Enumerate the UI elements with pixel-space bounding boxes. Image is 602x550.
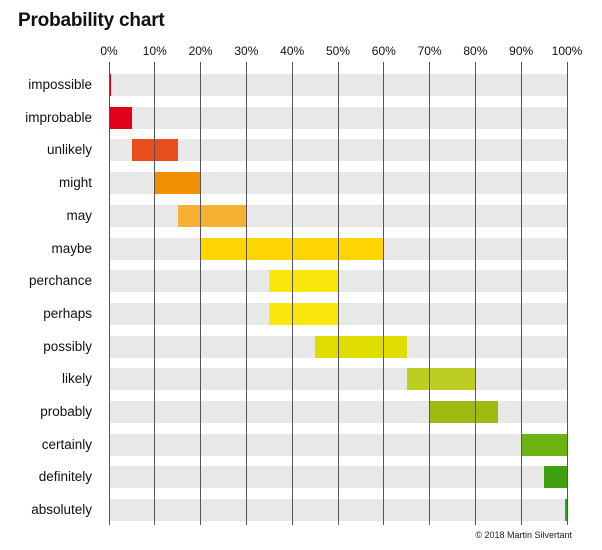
- category-label: likely: [61, 371, 92, 387]
- gridline: [566, 62, 568, 525]
- category-label: absolutely: [31, 502, 92, 518]
- category-label: might: [58, 175, 92, 191]
- x-tick-label: 40%: [280, 44, 305, 58]
- copyright-credit: © 2018 Martin Silvertant: [475, 530, 572, 540]
- category-label: perhaps: [43, 305, 92, 321]
- range-bar-likely: [406, 368, 476, 391]
- category-label: certainly: [41, 436, 92, 452]
- x-tick-label: 60%: [371, 44, 396, 58]
- range-bar-impossible: [109, 74, 112, 96]
- x-tick-label: 30%: [234, 44, 259, 58]
- gridline: [108, 62, 110, 525]
- gridline: [245, 62, 247, 525]
- chart-title: Probability chart: [18, 10, 165, 31]
- x-tick-label: 0%: [100, 44, 118, 58]
- category-label: may: [66, 207, 92, 223]
- range-bar-certainly: [521, 433, 567, 456]
- category-label: definitely: [38, 469, 92, 485]
- x-tick-label: 10%: [142, 44, 167, 58]
- category-label: maybe: [51, 240, 92, 256]
- category-label: perchance: [28, 273, 92, 289]
- category-label: improbable: [25, 109, 92, 125]
- x-tick-label: 90%: [509, 44, 534, 58]
- gridline: [520, 62, 522, 525]
- gridline: [200, 62, 202, 525]
- gridline: [383, 62, 385, 525]
- x-tick-label: 20%: [188, 44, 213, 58]
- category-label: impossible: [28, 77, 92, 92]
- range-bar-perchance: [269, 270, 338, 293]
- gridline: [429, 62, 431, 525]
- category-label: unlikely: [46, 142, 92, 158]
- range-bar-might: [154, 172, 201, 195]
- gridline: [337, 62, 339, 525]
- gridline: [154, 62, 156, 525]
- category-label: possibly: [43, 338, 92, 354]
- range-bar-absolutely: [564, 499, 567, 522]
- range-bar-possibly: [315, 335, 407, 358]
- x-tick-label: 50%: [325, 44, 351, 58]
- range-bar-definitely: [544, 466, 567, 489]
- x-tick-label: 80%: [463, 44, 488, 58]
- category-label: probably: [40, 404, 92, 419]
- gridline: [291, 62, 293, 525]
- range-bar-perhaps: [269, 302, 338, 325]
- range-bar-may: [177, 204, 247, 227]
- gridline: [474, 62, 476, 525]
- x-tick-label: 70%: [417, 44, 442, 58]
- range-bar-probably: [429, 401, 499, 423]
- x-tick-label: 100%: [551, 44, 583, 58]
- range-bar-improbable: [109, 106, 132, 129]
